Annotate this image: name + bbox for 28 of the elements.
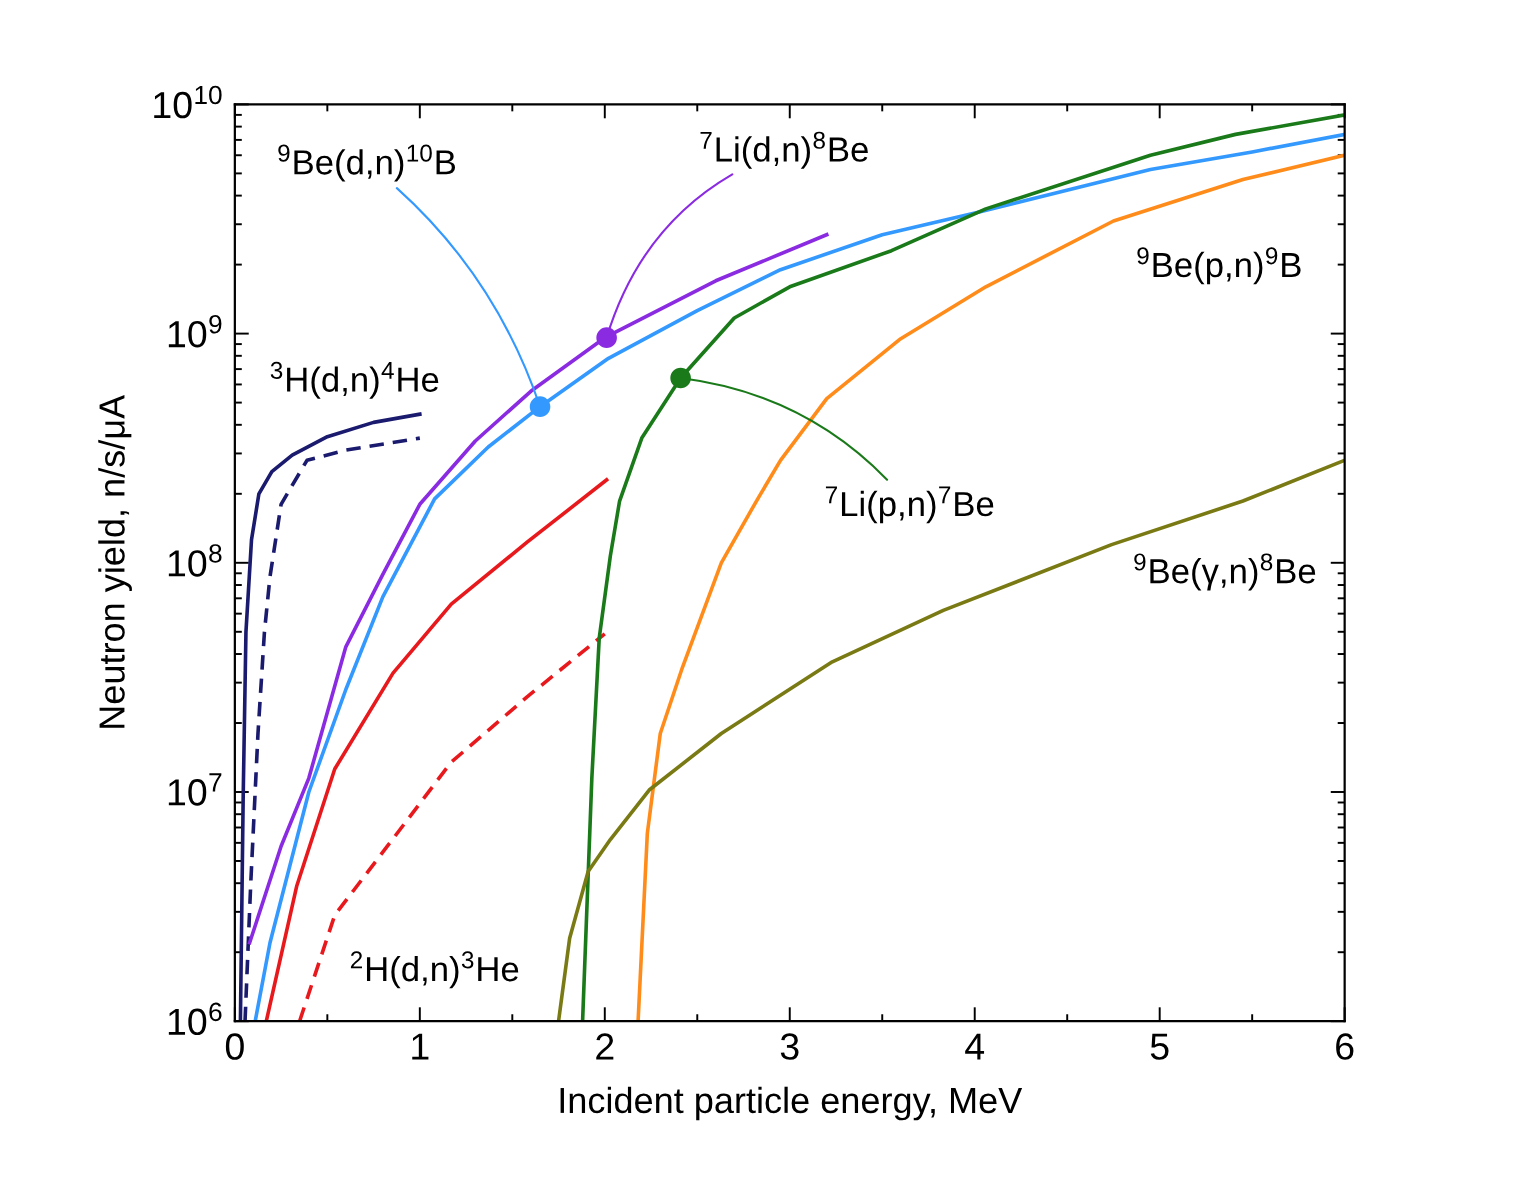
y-tick-label: 10$^{8}$ xyxy=(168,544,222,577)
line-series xyxy=(253,132,1345,1022)
line-series xyxy=(556,458,1345,1022)
x-tick-label: 3 xyxy=(780,1033,799,1060)
annotation: $^{3}$H(d,n)$^{4}$He xyxy=(270,361,439,399)
point xyxy=(670,367,691,389)
annotation: $^{7}$Li(d,n)$^{8}$Be xyxy=(700,131,868,169)
y-axis-title: Neutron yield, n/s/μA xyxy=(98,394,132,728)
x-tick-label: 4 xyxy=(965,1033,985,1060)
x-tick-label: 1 xyxy=(412,1033,429,1060)
x-tick-label: 2 xyxy=(596,1033,614,1060)
y-tick-label: 10$^{9}$ xyxy=(168,314,222,348)
point xyxy=(529,396,551,417)
annotation: $^{9}$Be(γ,n)$^{8}$Be xyxy=(1134,553,1316,591)
annotation: $^{2}$H(d,n)$^{3}$He xyxy=(350,951,519,989)
line-series xyxy=(264,478,609,1022)
annotation: $^{7}$Li(p,n)$^{7}$Be xyxy=(825,486,994,524)
x-tick-label: 0 xyxy=(225,1033,244,1060)
line-series xyxy=(297,632,607,1022)
x-tick-label: 5 xyxy=(1150,1033,1169,1060)
x-tick-label: 6 xyxy=(1336,1033,1354,1060)
y-tick-label: 10$^{10}$ xyxy=(154,85,222,119)
x-axis-title: Incident particle energy, MeV xyxy=(560,1086,1023,1121)
y-tick-label: 10$^{6}$ xyxy=(168,1002,222,1036)
point xyxy=(596,327,617,348)
annotation: $^{9}$Be(d,n)$^{10}$B xyxy=(278,144,456,182)
y-tick-label: 10$^{7}$ xyxy=(168,773,222,806)
annotation: $^{9}$Be(p,n)$^{9}$B xyxy=(1137,247,1301,285)
